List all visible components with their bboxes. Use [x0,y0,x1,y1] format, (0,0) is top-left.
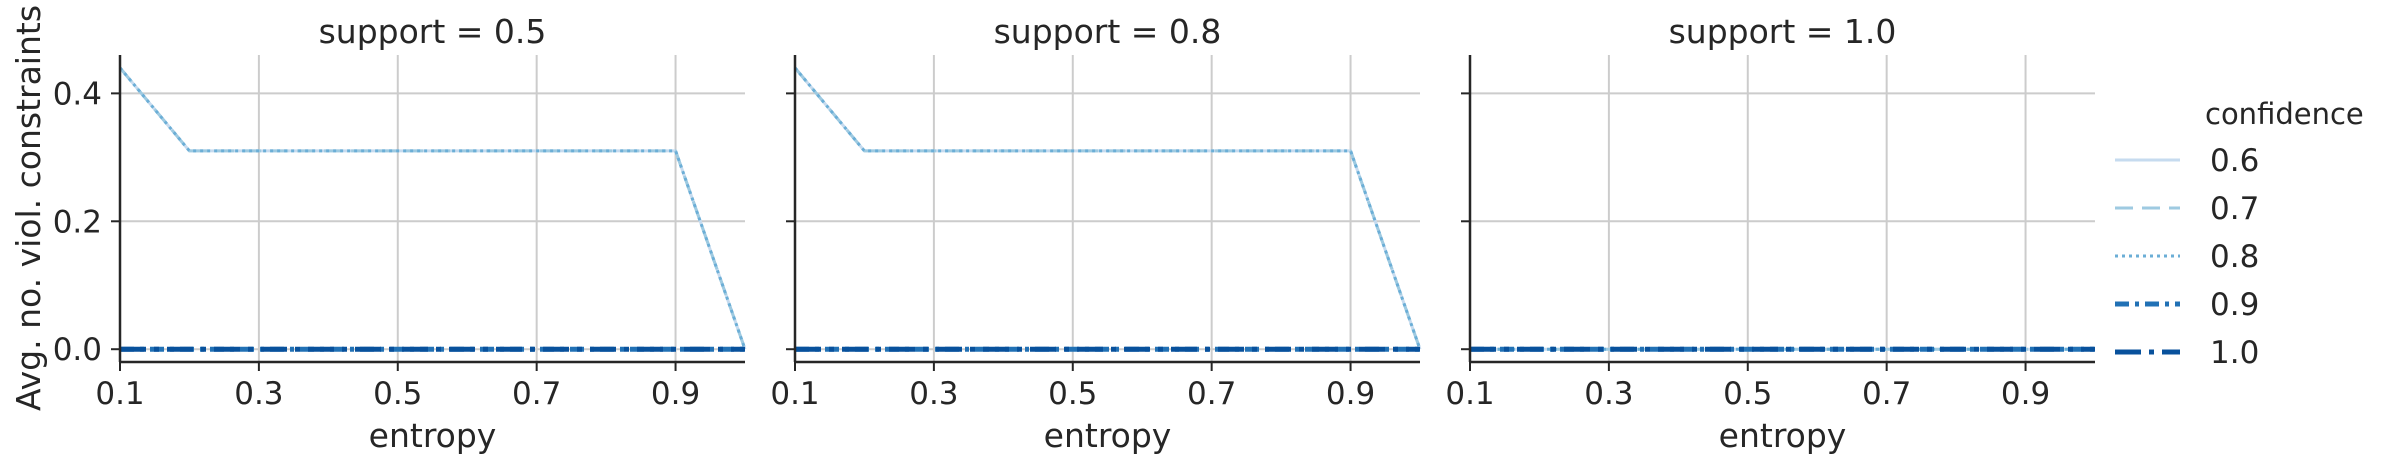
series-line-confidence-0-7 [118,66,747,350]
series-line-confidence-0-7 [793,66,1422,350]
legend-label: 1.0 [2210,335,2259,371]
legend-title: confidence [2205,97,2364,131]
x-tick-label: 0.3 [234,376,283,412]
x-axis-label: entropy [369,416,497,455]
series-line-confidence-0-6 [118,66,747,350]
y-tick-label: 0.2 [53,204,102,240]
x-axis-label: entropy [1719,416,1847,455]
panel-support-0: 0.1 0.3 0.5 0.7 0.9 0.0 0.2 0.4 support = 0.5 ent… [53,12,747,455]
x-tick-label: 0.1 [770,376,819,412]
panel-title: support = 1.0 [1669,12,1897,51]
x-tick-label: 0.9 [2001,376,2050,412]
panel-title: support = 0.5 [319,12,547,51]
x-tick-label: 0.3 [909,376,958,412]
legend-label: 0.6 [2210,143,2259,179]
y-tick-label: 0.4 [53,76,102,112]
series-line-confidence-0-6 [793,66,1422,350]
panel-title: support = 0.8 [994,12,1222,51]
x-tick-label: 0.5 [1723,376,1772,412]
x-tick-label: 0.5 [1048,376,1097,412]
x-tick-label: 0.1 [1445,376,1494,412]
legend-label: 0.9 [2210,287,2259,323]
x-tick-label: 0.7 [1187,376,1236,412]
legend-label: 0.7 [2210,191,2259,227]
y-axis-label: Avg. no. viol. constraints [9,5,48,411]
x-tick-label: 0.3 [1584,376,1633,412]
x-tick-label: 0.9 [651,376,700,412]
x-tick-label: 0.5 [373,376,422,412]
legend: confidence 0.6 0.7 0.8 0.9 1.0 [2115,97,2364,371]
x-tick-label: 0.9 [1326,376,1375,412]
panel-support-2: 0.1 0.3 0.5 0.7 0.9 support = 1.0 entropy [1445,12,2095,455]
x-tick-label: 0.1 [95,376,144,412]
legend-label: 0.8 [2210,239,2259,275]
x-tick-label: 0.7 [512,376,561,412]
series-line-confidence-0-8 [118,66,747,350]
series-line-confidence-0-8 [793,66,1422,350]
panel-support-1: 0.1 0.3 0.5 0.7 0.9 support = 0.8 entropy [770,12,1422,455]
x-tick-label: 0.7 [1862,376,1911,412]
x-axis-label: entropy [1044,416,1172,455]
y-tick-label: 0.0 [53,332,102,368]
